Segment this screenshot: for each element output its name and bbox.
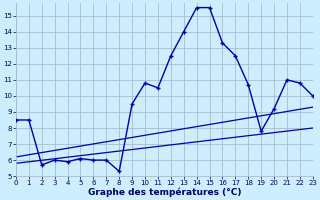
X-axis label: Graphe des températures (°C): Graphe des températures (°C) [88, 188, 241, 197]
